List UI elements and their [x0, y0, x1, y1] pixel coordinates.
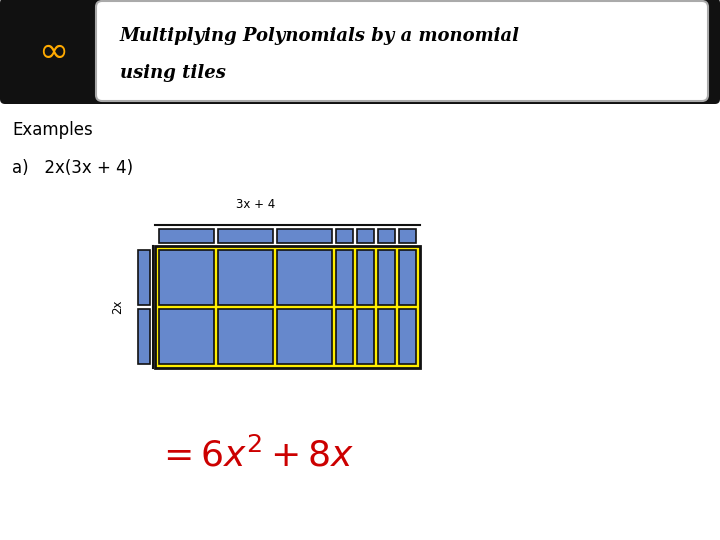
Bar — [399, 229, 416, 243]
Bar — [159, 250, 214, 305]
Bar — [138, 309, 150, 364]
Text: a)   2x(3x + 4): a) 2x(3x + 4) — [12, 159, 133, 177]
Text: Multiplying Polynomials by a monomial: Multiplying Polynomials by a monomial — [120, 26, 520, 45]
Bar — [357, 229, 374, 243]
Bar — [378, 309, 395, 364]
Bar — [218, 250, 273, 305]
Bar — [336, 250, 353, 305]
Bar — [277, 250, 332, 305]
Text: $\infty$: $\infty$ — [38, 34, 66, 68]
Text: 2x: 2x — [112, 300, 125, 314]
Bar — [277, 309, 332, 364]
Bar — [336, 309, 353, 364]
Text: using tiles: using tiles — [120, 64, 226, 83]
Text: 3x + 4: 3x + 4 — [236, 198, 275, 211]
Bar — [399, 309, 416, 364]
Bar — [155, 246, 420, 368]
Bar — [378, 229, 395, 243]
Text: $= 6x^2 + 8x$: $= 6x^2 + 8x$ — [156, 437, 354, 473]
Bar — [357, 250, 374, 305]
FancyBboxPatch shape — [0, 0, 720, 104]
Bar — [138, 250, 150, 305]
Bar — [218, 229, 273, 243]
Text: Examples: Examples — [12, 121, 93, 139]
Bar — [159, 309, 214, 364]
Bar — [277, 229, 332, 243]
Bar — [357, 309, 374, 364]
Bar — [399, 250, 416, 305]
Bar — [378, 250, 395, 305]
Bar — [218, 309, 273, 364]
FancyBboxPatch shape — [96, 1, 708, 101]
Bar — [159, 229, 214, 243]
Bar — [336, 229, 353, 243]
